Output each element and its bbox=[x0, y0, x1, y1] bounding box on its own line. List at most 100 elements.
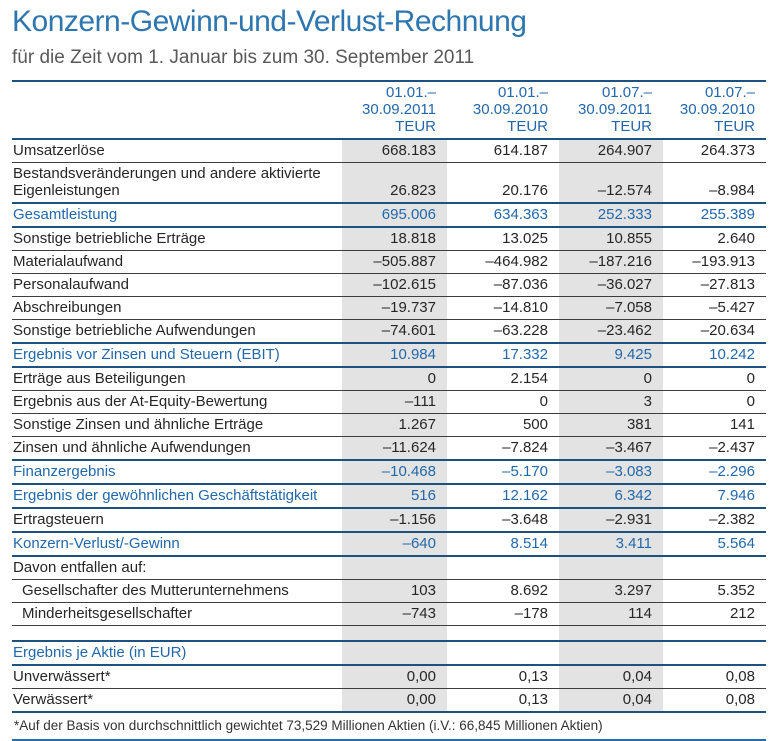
column-range: 30.09.2010 bbox=[472, 101, 548, 118]
cell-value: 10.984 bbox=[342, 342, 447, 367]
row-label: Finanzergebnis bbox=[12, 459, 342, 484]
cell-value: 0 bbox=[663, 366, 766, 391]
cell-value: –2.382 bbox=[663, 507, 766, 532]
column-period: 01.01.– bbox=[497, 84, 548, 101]
table-row-personalaufwand: Personalaufwand –102.615 –87.036 –36.027… bbox=[12, 273, 766, 297]
cell-value: 3.411 bbox=[559, 531, 663, 556]
row-label: Ergebnis vor Zinsen und Steuern (EBIT) bbox=[12, 342, 342, 367]
page-title: Konzern-Gewinn-und-Verlust-Rechnung bbox=[12, 5, 527, 38]
cell-value: –2.931 bbox=[559, 507, 663, 532]
row-label: Abschreibungen bbox=[12, 296, 342, 320]
cell-value: 0,13 bbox=[447, 688, 559, 713]
cell-value: –3.467 bbox=[559, 436, 663, 460]
cell-value: –19.737 bbox=[342, 296, 447, 320]
table-row-minderheitsgesellschafter: Minderheitsgesellschafter –743 –178 114 … bbox=[12, 602, 766, 626]
header-label-spacer bbox=[12, 80, 342, 140]
income-statement-page: Konzern-Gewinn-und-Verlust-Rechnung für … bbox=[0, 4, 777, 741]
table-row-gesamtleistung: Gesamtleistung 695.006 634.363 252.333 2… bbox=[12, 202, 766, 227]
cell-value: –178 bbox=[447, 602, 559, 626]
column-unit: TEUR bbox=[714, 118, 755, 135]
cell-value bbox=[447, 555, 559, 580]
cell-value: 3.297 bbox=[559, 579, 663, 603]
table-row-ebit: Ergebnis vor Zinsen und Steuern (EBIT) 1… bbox=[12, 342, 766, 367]
table-row-finanzergebnis: Finanzergebnis –10.468 –5.170 –3.083 –2.… bbox=[12, 459, 766, 484]
cell-value: –10.468 bbox=[342, 459, 447, 484]
cell-value: 5.564 bbox=[663, 531, 766, 556]
cell-value: –36.027 bbox=[559, 273, 663, 297]
cell-value: 0,08 bbox=[663, 688, 766, 713]
row-label: Erträge aus Beteiligungen bbox=[12, 366, 342, 391]
cell-value: 0,08 bbox=[663, 664, 766, 689]
cell-value: 695.006 bbox=[342, 202, 447, 227]
cell-value: –8.984 bbox=[663, 162, 766, 203]
column-header-4: 01.07.– 30.09.2010 TEUR bbox=[663, 80, 766, 140]
cell-value bbox=[559, 640, 663, 665]
cell-value: 264.907 bbox=[559, 139, 663, 163]
cell-value: 252.333 bbox=[559, 202, 663, 227]
cell-value: –2.296 bbox=[663, 459, 766, 484]
table-row-abschreibungen: Abschreibungen –19.737 –14.810 –7.058 –5… bbox=[12, 296, 766, 320]
cell-value: 7.946 bbox=[663, 483, 766, 508]
table-row-spacer bbox=[12, 625, 766, 641]
cell-value: 381 bbox=[559, 413, 663, 437]
cell-value: –74.601 bbox=[342, 319, 447, 343]
cell-value: –87.036 bbox=[447, 273, 559, 297]
row-label: Ergebnis der gewöhnlichen Geschäftstätig… bbox=[12, 483, 342, 508]
column-unit: TEUR bbox=[507, 118, 548, 135]
column-range: 30.09.2011 bbox=[362, 101, 436, 118]
table-row-bestandsveraenderungen: Bestandsveränderungen und andere aktivie… bbox=[12, 162, 766, 203]
row-label: Minderheitsgesellschafter bbox=[12, 602, 342, 626]
cell-value: –2.437 bbox=[663, 436, 766, 460]
row-label: Umsatzerlöse bbox=[13, 142, 105, 159]
table-footnote: *Auf der Basis von durchschnittlich gewi… bbox=[14, 718, 603, 733]
cell-value: 0,04 bbox=[559, 688, 663, 713]
cell-value: –7.058 bbox=[559, 296, 663, 320]
cell-value: –464.982 bbox=[447, 250, 559, 274]
table-row-umsatzerloese: Umsatzerlöse 668.183 614.187 264.907 264… bbox=[12, 139, 766, 163]
table-row-gewoehnliche-geschaeftstaetigkeit: Ergebnis der gewöhnlichen Geschäftstätig… bbox=[12, 483, 766, 508]
cell-value: –3.083 bbox=[559, 459, 663, 484]
cell-value: –640 bbox=[342, 531, 447, 556]
cell-value: 10.855 bbox=[559, 226, 663, 251]
row-label: Bestandsveränderungen und andere aktivie… bbox=[12, 162, 342, 203]
cell-value: 264.373 bbox=[700, 142, 755, 159]
cell-value: –1.156 bbox=[342, 507, 447, 532]
table-row-ertraege-beteiligungen: Erträge aus Beteiligungen 0 2.154 0 0 bbox=[12, 366, 766, 391]
row-label: Ergebnis aus der At-Equity-Bewertung bbox=[12, 390, 342, 414]
row-label: Verwässert* bbox=[12, 688, 342, 713]
cell-value: –102.615 bbox=[342, 273, 447, 297]
cell-value bbox=[663, 555, 766, 580]
cell-value: –743 bbox=[342, 602, 447, 626]
cell-value: 10.242 bbox=[663, 342, 766, 367]
column-period: 01.07.– bbox=[704, 84, 755, 101]
row-label: Personalaufwand bbox=[12, 273, 342, 297]
cell-value: 0 bbox=[447, 390, 559, 414]
table-row-gesellschafter-mutterunternehmen: Gesellschafter des Mutterunternehmens 10… bbox=[12, 579, 766, 603]
cell-value bbox=[663, 625, 766, 641]
cell-value: 114 bbox=[559, 602, 663, 626]
table-row-at-equity: Ergebnis aus der At-Equity-Bewertung –11… bbox=[12, 390, 766, 414]
table-row-konzern-verlust-gewinn: Konzern-Verlust/-Gewinn –640 8.514 3.411… bbox=[12, 531, 766, 556]
row-label: Materialaufwand bbox=[12, 250, 342, 274]
cell-value: 18.818 bbox=[342, 226, 447, 251]
cell-value: 0 bbox=[342, 366, 447, 391]
cell-value bbox=[342, 625, 447, 641]
cell-value bbox=[342, 555, 447, 580]
cell-value bbox=[447, 640, 559, 665]
column-range: 30.09.2010 bbox=[679, 101, 755, 118]
cell-value: 26.823 bbox=[342, 162, 447, 203]
cell-value bbox=[559, 555, 663, 580]
cell-value: 0 bbox=[559, 366, 663, 391]
page-subtitle: für die Zeit vom 1. Januar bis zum 30. S… bbox=[12, 47, 475, 68]
column-unit: TEUR bbox=[395, 118, 436, 135]
cell-value: 8.692 bbox=[447, 579, 559, 603]
column-header-1: 01.01.– 30.09.2011 TEUR bbox=[342, 80, 447, 140]
table-row-zinsen-aufwendungen: Zinsen und ähnliche Aufwendungen –11.624… bbox=[12, 436, 766, 460]
cell-value: –505.887 bbox=[342, 250, 447, 274]
table-row-sonstige-ertraege: Sonstige betriebliche Erträge 18.818 13.… bbox=[12, 226, 766, 251]
table-row-materialaufwand: Materialaufwand –505.887 –464.982 –187.2… bbox=[12, 250, 766, 274]
cell-value: –193.913 bbox=[663, 250, 766, 274]
cell-value: –27.813 bbox=[663, 273, 766, 297]
row-label: Davon entfallen auf: bbox=[12, 555, 342, 580]
cell-value: –187.216 bbox=[559, 250, 663, 274]
